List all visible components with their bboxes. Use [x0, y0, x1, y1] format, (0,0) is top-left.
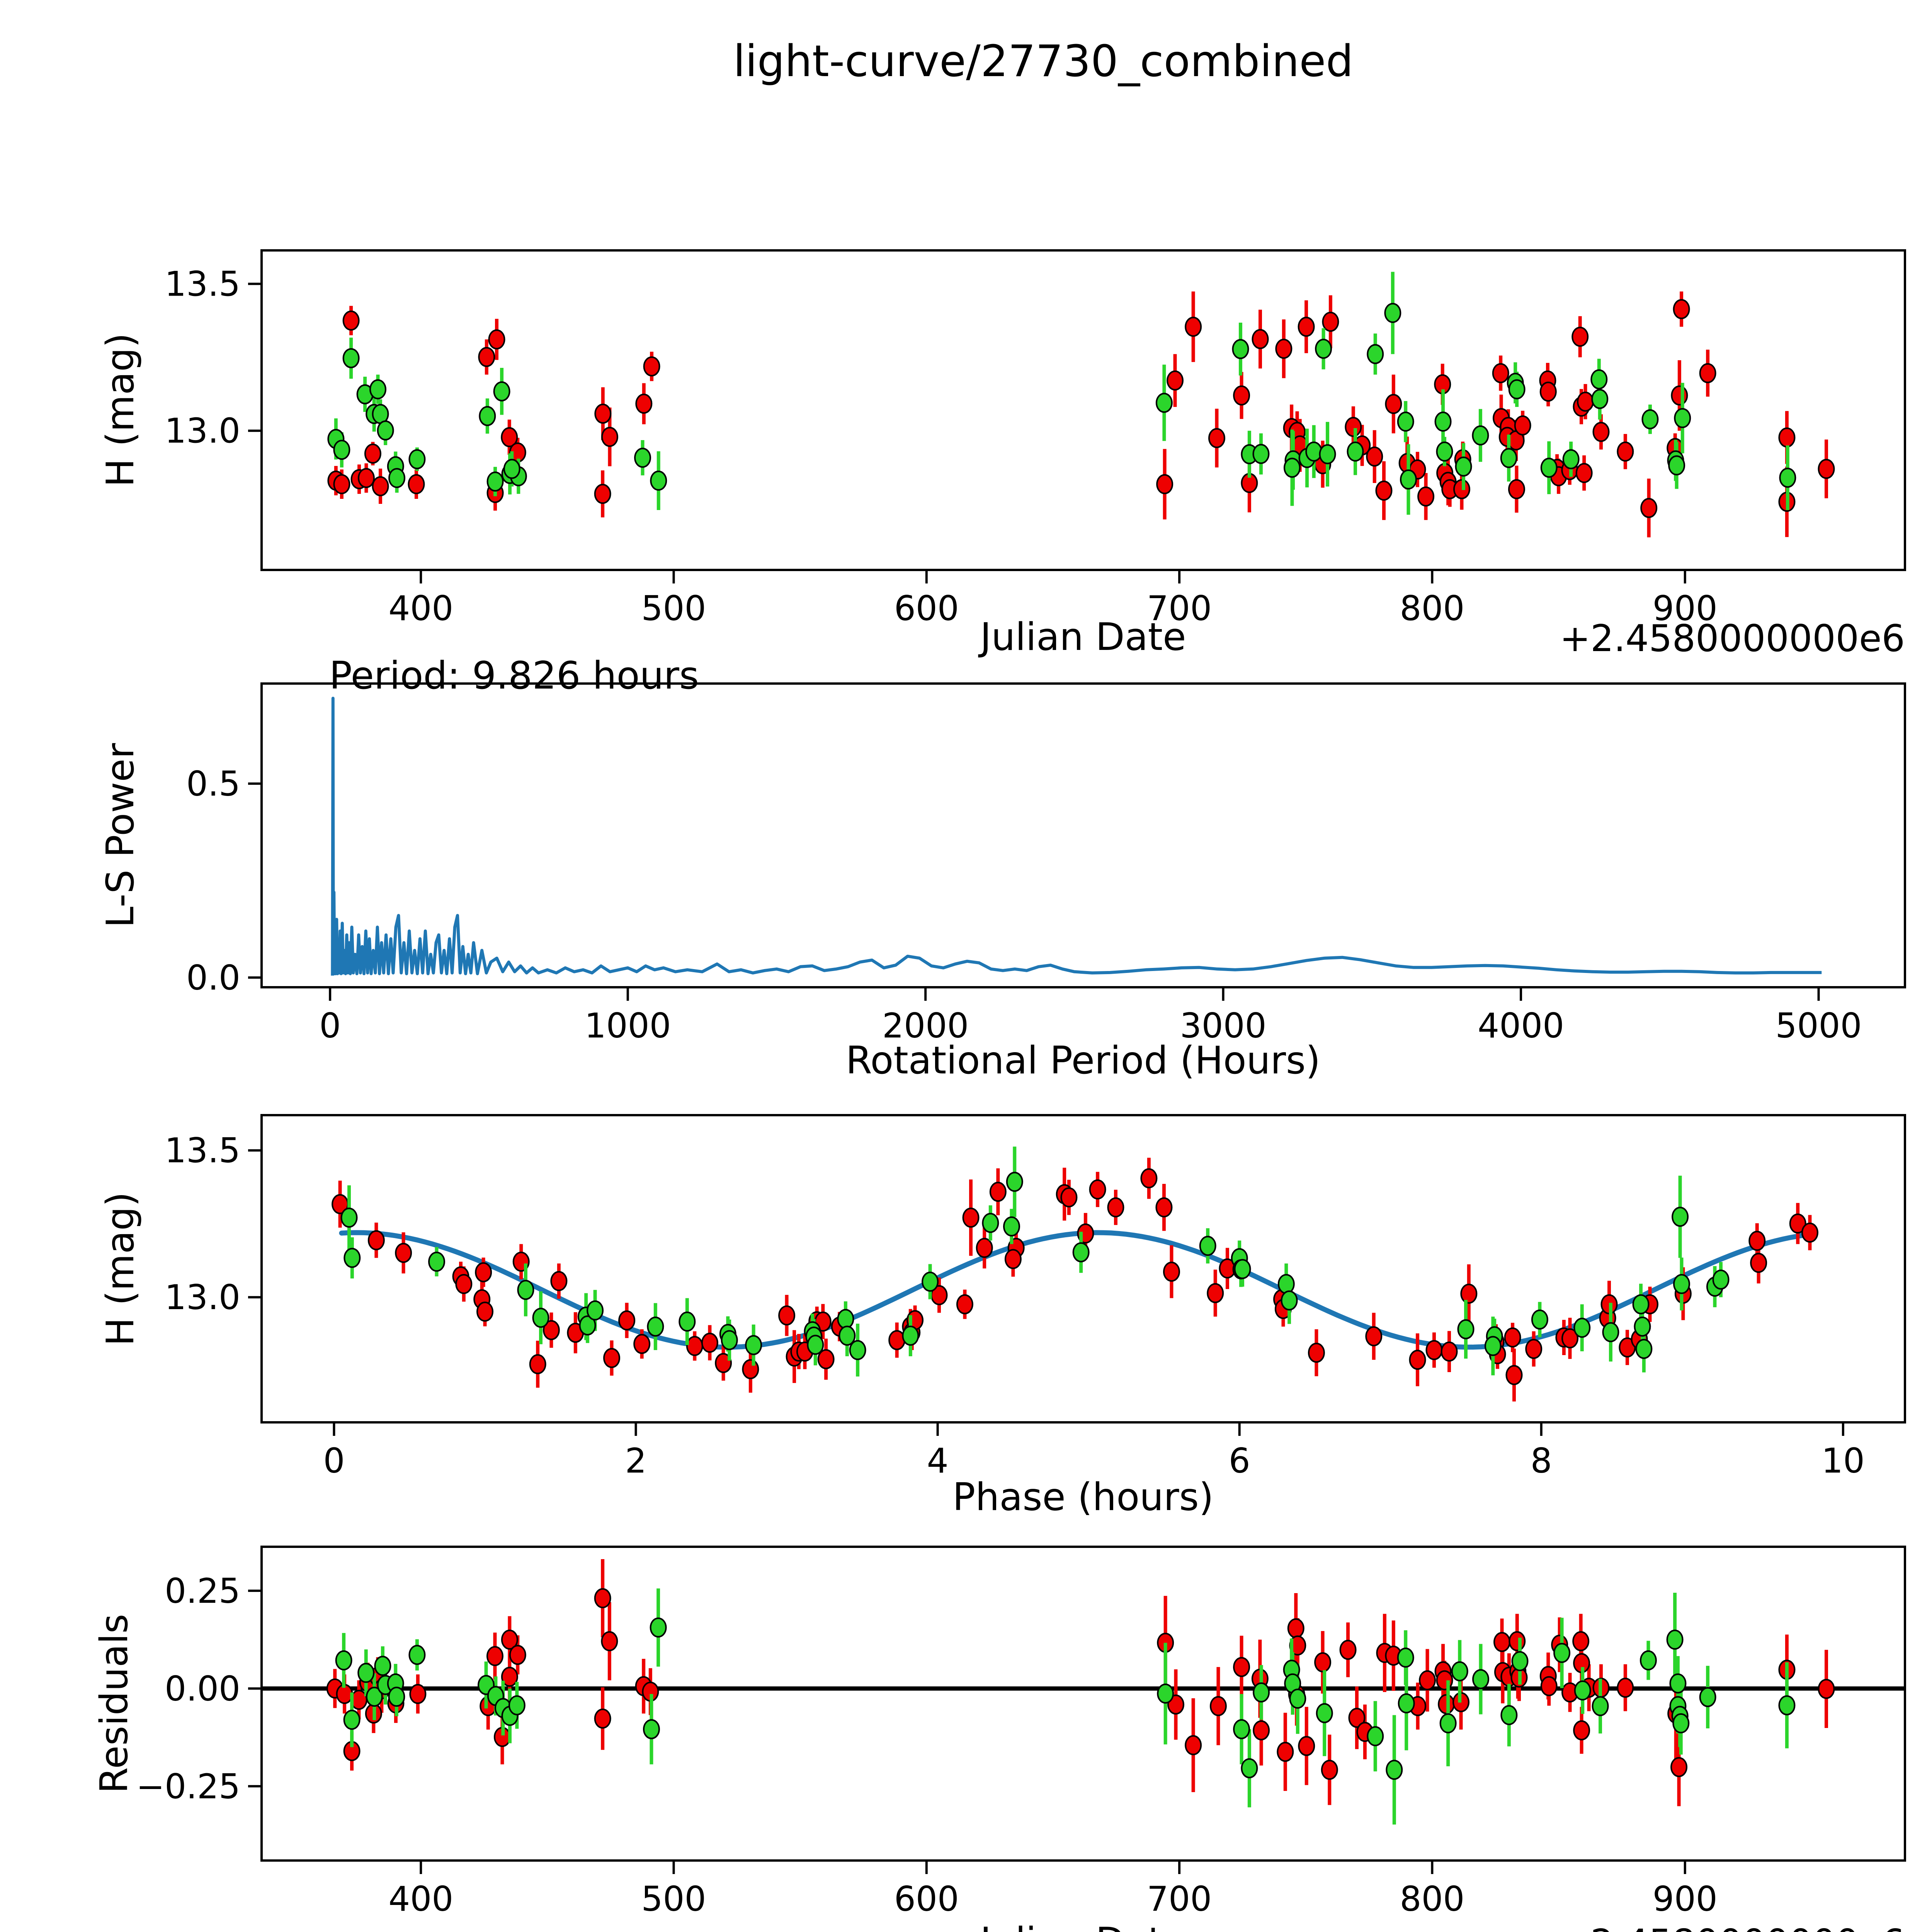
- svg-text:4: 4: [927, 1441, 949, 1481]
- svg-text:500: 500: [641, 588, 706, 628]
- residuals-y-ticks: 0.25 0.00 −0.25: [136, 1571, 262, 1806]
- svg-text:800: 800: [1400, 1879, 1464, 1919]
- svg-text:0: 0: [319, 1006, 341, 1046]
- periodogram-plot: 0 1000 2000 3000 4000 5000 0.5 0.0: [186, 682, 1906, 1046]
- periodogram-y-ticks: 0.5 0.0: [186, 764, 262, 998]
- jd-y-ticks: 13.5 13.0: [165, 264, 262, 451]
- phase-x-ticks: 0 2 4 6 8 10: [323, 1422, 1865, 1481]
- jd-frame: [260, 249, 1906, 571]
- residuals-green-filter-markers: [335, 1617, 1796, 1780]
- periodogram-power-line: [331, 697, 1822, 976]
- svg-text:13.5: 13.5: [165, 264, 240, 304]
- jd-plot-xlabel: Julian Date: [980, 615, 1186, 659]
- svg-text:5000: 5000: [1776, 1006, 1862, 1046]
- svg-text:13.5: 13.5: [165, 1131, 240, 1170]
- jd-plot-ylabel: H (mag): [99, 333, 143, 487]
- residuals-xlabel: Julian Date: [980, 1920, 1186, 1932]
- residuals-frame: [260, 1546, 1906, 1862]
- phase-plot-xlabel: Phase (hours): [952, 1475, 1214, 1519]
- residuals-red-filter-markers: [326, 1588, 1835, 1780]
- svg-text:1000: 1000: [585, 1006, 671, 1046]
- svg-text:13.0: 13.0: [165, 1277, 240, 1317]
- jd-data-area: [327, 272, 1835, 537]
- svg-text:500: 500: [641, 1879, 706, 1919]
- svg-text:6: 6: [1229, 1441, 1250, 1481]
- svg-text:400: 400: [388, 1879, 453, 1919]
- periodogram-frame: [260, 682, 1906, 988]
- jd-green-filter-markers: [327, 303, 1796, 492]
- residuals-plot: 400 500 600 700 800 900 0.25 0.00 −0.25: [136, 1546, 1906, 1919]
- svg-text:2000: 2000: [882, 1006, 969, 1046]
- periodogram-ylabel: L-S Power: [99, 743, 143, 928]
- jd-plot-axis-offset: +2.4580000000e6: [1560, 617, 1905, 660]
- svg-text:0.00: 0.00: [165, 1669, 240, 1709]
- phase-y-ticks: 13.5 13.0: [165, 1131, 262, 1317]
- svg-text:600: 600: [894, 1879, 959, 1919]
- svg-text:2: 2: [625, 1441, 647, 1481]
- svg-text:0.5: 0.5: [186, 764, 240, 804]
- residuals-ylabel: Residuals: [92, 1614, 136, 1794]
- phase-data-area: [332, 1146, 1818, 1402]
- svg-text:−0.25: −0.25: [136, 1767, 240, 1806]
- phase-plot: 0 2 4 6 8 10 13.5 13.0: [165, 1114, 1906, 1481]
- svg-text:900: 900: [1653, 588, 1718, 628]
- svg-text:13.0: 13.0: [165, 411, 240, 451]
- residuals-x-ticks: 400 500 600 700 800 900: [388, 1861, 1718, 1919]
- periodogram-data-area: [331, 697, 1822, 976]
- svg-text:0: 0: [323, 1441, 345, 1481]
- svg-text:900: 900: [1653, 1879, 1718, 1919]
- phase-red-filter-markers: [332, 1168, 1818, 1385]
- jd-red-filter-markers: [327, 299, 1835, 518]
- svg-text:700: 700: [1147, 1879, 1212, 1919]
- jd-red-filter-errorbars: [334, 291, 1828, 537]
- residuals-axis-offset: +2.4580000000e6: [1560, 1922, 1905, 1932]
- periodogram-x-ticks: 0 1000 2000 3000 4000 5000: [319, 987, 1862, 1046]
- svg-text:700: 700: [1147, 588, 1212, 628]
- phase-plot-ylabel: H (mag): [99, 1192, 143, 1346]
- svg-text:400: 400: [388, 588, 453, 628]
- residuals-data-area: [262, 1559, 1905, 1825]
- svg-text:0.25: 0.25: [165, 1571, 240, 1611]
- svg-text:4000: 4000: [1478, 1006, 1564, 1046]
- svg-text:10: 10: [1821, 1441, 1865, 1481]
- jd-plot: 400 500 600 700 800 900 13.5 13.0: [165, 249, 1906, 628]
- svg-text:0.0: 0.0: [186, 958, 240, 998]
- phase-frame: [260, 1114, 1906, 1423]
- svg-text:600: 600: [894, 588, 959, 628]
- svg-text:3000: 3000: [1180, 1006, 1267, 1046]
- period-annotation: Period: 9.826 hours: [329, 654, 699, 698]
- figure-title: light-curve/27730_combined: [733, 36, 1354, 87]
- periodogram-xlabel: Rotational Period (Hours): [845, 1039, 1321, 1083]
- phase-green-filter-markers: [340, 1172, 1730, 1361]
- svg-text:8: 8: [1531, 1441, 1552, 1481]
- svg-text:800: 800: [1400, 588, 1464, 628]
- jd-x-ticks: 400 500 600 700 800 900: [388, 570, 1718, 628]
